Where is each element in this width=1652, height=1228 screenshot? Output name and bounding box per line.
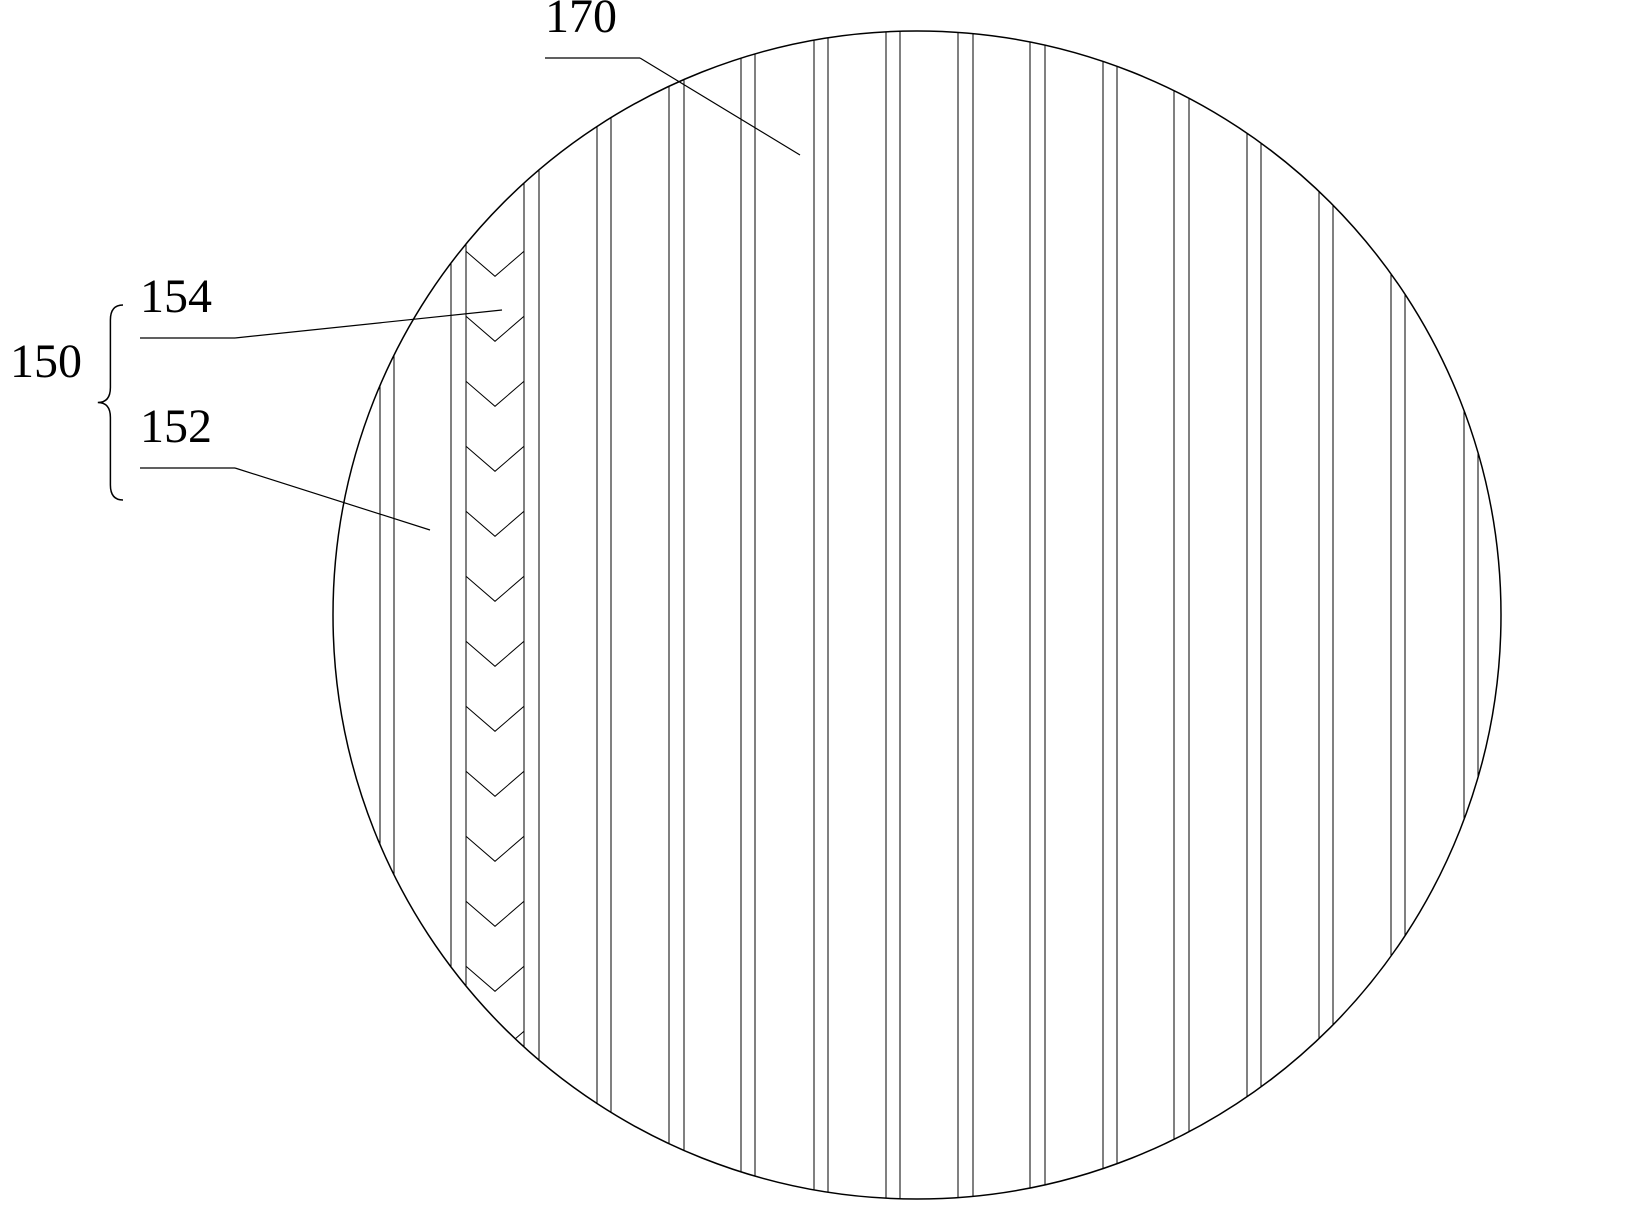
label-152: 152 [140,399,212,454]
label-150: 150 [10,334,82,389]
label-170: 170 [545,0,617,44]
diagram-svg [0,0,1652,1223]
technical-diagram [0,0,1652,1223]
label-154: 154 [140,269,212,324]
